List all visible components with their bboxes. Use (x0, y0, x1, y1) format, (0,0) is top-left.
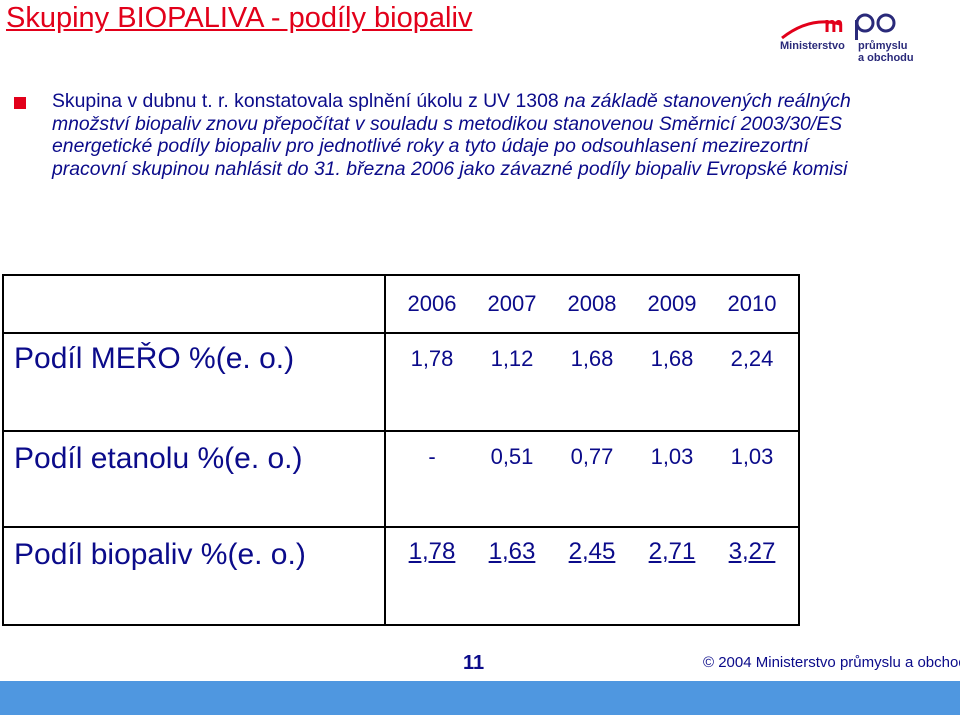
body-paragraph: Skupina v dubnu t. r. konstatovala splně… (52, 90, 852, 180)
year-2009: 2009 (647, 291, 697, 316)
table-cell: 1,78 (410, 346, 454, 371)
table-cell: - (428, 444, 436, 469)
table-cell: 2,24 (730, 346, 774, 371)
svg-text:m: m (824, 12, 844, 37)
table-cell: 1,03 (730, 444, 774, 469)
table-cell: 3,27 (728, 538, 776, 565)
logo-text-obchodu: a obchodu (858, 52, 914, 64)
biofuel-share-table: 2006 2007 2008 2009 2010 Podíl MEŘO %(e. o.)… (2, 274, 800, 626)
table-corner-cell (2, 274, 386, 334)
row-values-etanol: - 0,51 0,77 1,03 1,03 (384, 430, 800, 528)
table-header-row: 2006 2007 2008 2009 2010 (2, 274, 800, 334)
row-values-mero: 1,78 1,12 1,68 1,68 2,24 (384, 332, 800, 432)
table-cell: 1,78 (408, 538, 456, 565)
table-cell: 1,63 (488, 538, 536, 565)
row-label-etanol: Podíl etanolu %(e. o.) (2, 430, 386, 528)
table-row: Podíl etanolu %(e. o.) - 0,51 0,77 1,03 1,03 (2, 430, 800, 528)
table-cell: 1,68 (650, 346, 694, 371)
table-cell: 2,71 (648, 538, 696, 565)
year-2007: 2007 (487, 291, 537, 316)
copyright-text: © 2004 Ministerstvo průmyslu a obchodu (703, 654, 960, 671)
table-cell: 0,51 (490, 444, 534, 469)
paragraph-part-regular: Skupina v dubnu t. r. konstatovala splně… (52, 90, 565, 112)
table-cell: 0,77 (570, 444, 614, 469)
year-header-cell: 2006 2007 2008 2009 2010 (384, 274, 800, 334)
logo-text-prumyslu: průmyslu (858, 40, 908, 52)
footer-bar (0, 681, 960, 715)
row-label-mero: Podíl MEŘO %(e. o.) (2, 332, 386, 432)
logo-mpo-icon: m (781, 12, 896, 40)
table-cell: 1,03 (650, 444, 694, 469)
slide-title: Skupiny BIOPALIVA - podíly biopaliv (6, 2, 473, 34)
logo-text-ministerstvo: Ministerstvo (780, 40, 845, 52)
year-2008: 2008 (567, 291, 617, 316)
bullet-square-icon (14, 97, 26, 109)
page-number: 11 (463, 652, 485, 674)
table-row: Podíl biopaliv %(e. o.) 1,78 1,63 2,45 2,71… (2, 526, 800, 626)
table-cell: 1,68 (570, 346, 614, 371)
paragraph-part-italic: na základě stanovených reálných množství… (52, 90, 851, 180)
year-2006: 2006 (407, 291, 457, 316)
table-row: Podíl MEŘO %(e. o.) 1,78 1,12 1,68 1,68 2,24 (2, 332, 800, 432)
table-cell: 1,12 (490, 346, 534, 371)
year-2010: 2010 (727, 291, 777, 316)
table-cell: 2,45 (568, 538, 616, 565)
row-label-biopaliv: Podíl biopaliv %(e. o.) (2, 526, 386, 626)
ministry-logo: m Ministerstvo průmyslu a obchodu (780, 6, 920, 66)
row-values-biopaliv: 1,78 1,63 2,45 2,71 3,27 (384, 526, 800, 626)
